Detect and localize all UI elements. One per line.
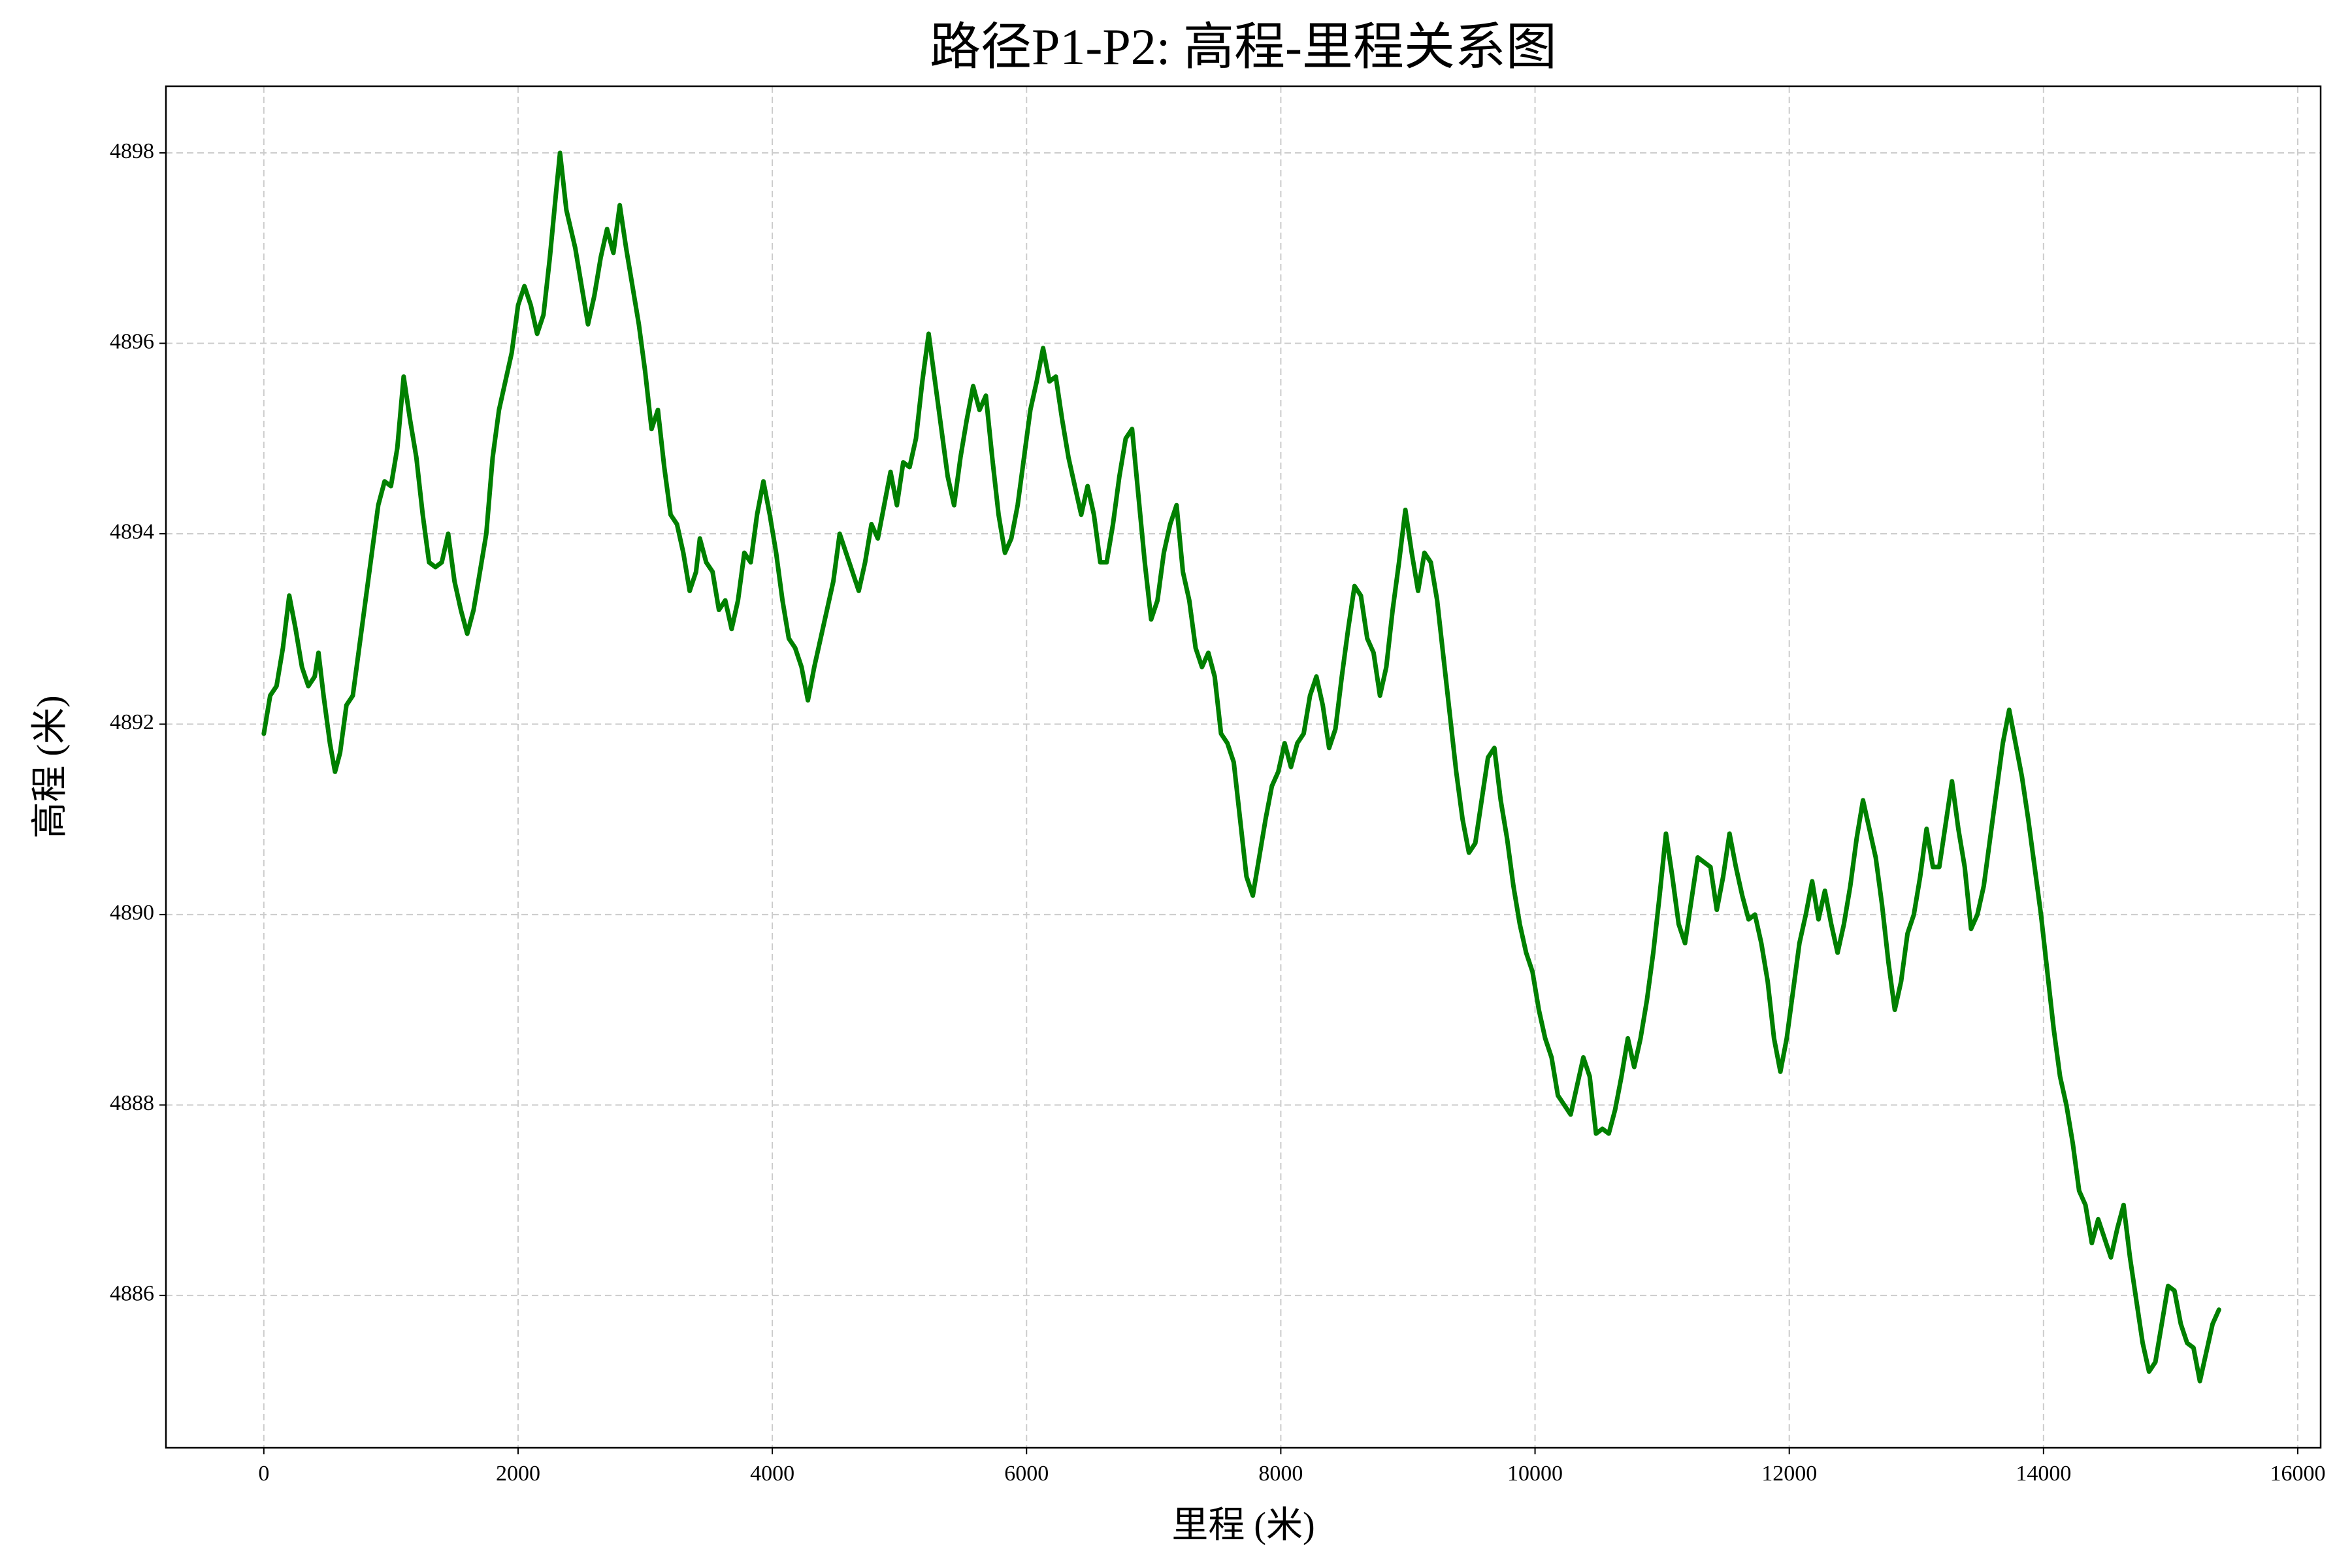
x-tick-label: 12000 (1761, 1462, 1817, 1486)
x-axis-label: 里程 (米) (1171, 1505, 1315, 1546)
y-tick-label: 4896 (110, 329, 154, 353)
elevation-line (261, 150, 2221, 1384)
x-tick-label: 8000 (1258, 1462, 1303, 1486)
x-tick-label: 10000 (1507, 1462, 1563, 1486)
x-tick-label: 14000 (2016, 1462, 2071, 1486)
y-tick-label: 4886 (110, 1282, 154, 1306)
y-tick-label: 4898 (110, 139, 154, 163)
plot-frame (165, 85, 2322, 1449)
y-tick-label: 4890 (110, 901, 154, 925)
x-tick-label: 16000 (2270, 1462, 2325, 1486)
chart-title: 路径P1-P2: 高程-里程关系图 (930, 18, 1557, 75)
x-tick-label: 4000 (750, 1462, 794, 1486)
x-tick-label: 6000 (1004, 1462, 1049, 1486)
y-tick-label: 4892 (110, 710, 154, 734)
x-tick-label: 2000 (496, 1462, 540, 1486)
y-tick-label: 4888 (110, 1091, 154, 1115)
y-axis-label: 高程 (米) (30, 695, 71, 838)
y-tick-label: 4894 (110, 520, 154, 544)
x-tick-label: 0 (258, 1462, 269, 1486)
